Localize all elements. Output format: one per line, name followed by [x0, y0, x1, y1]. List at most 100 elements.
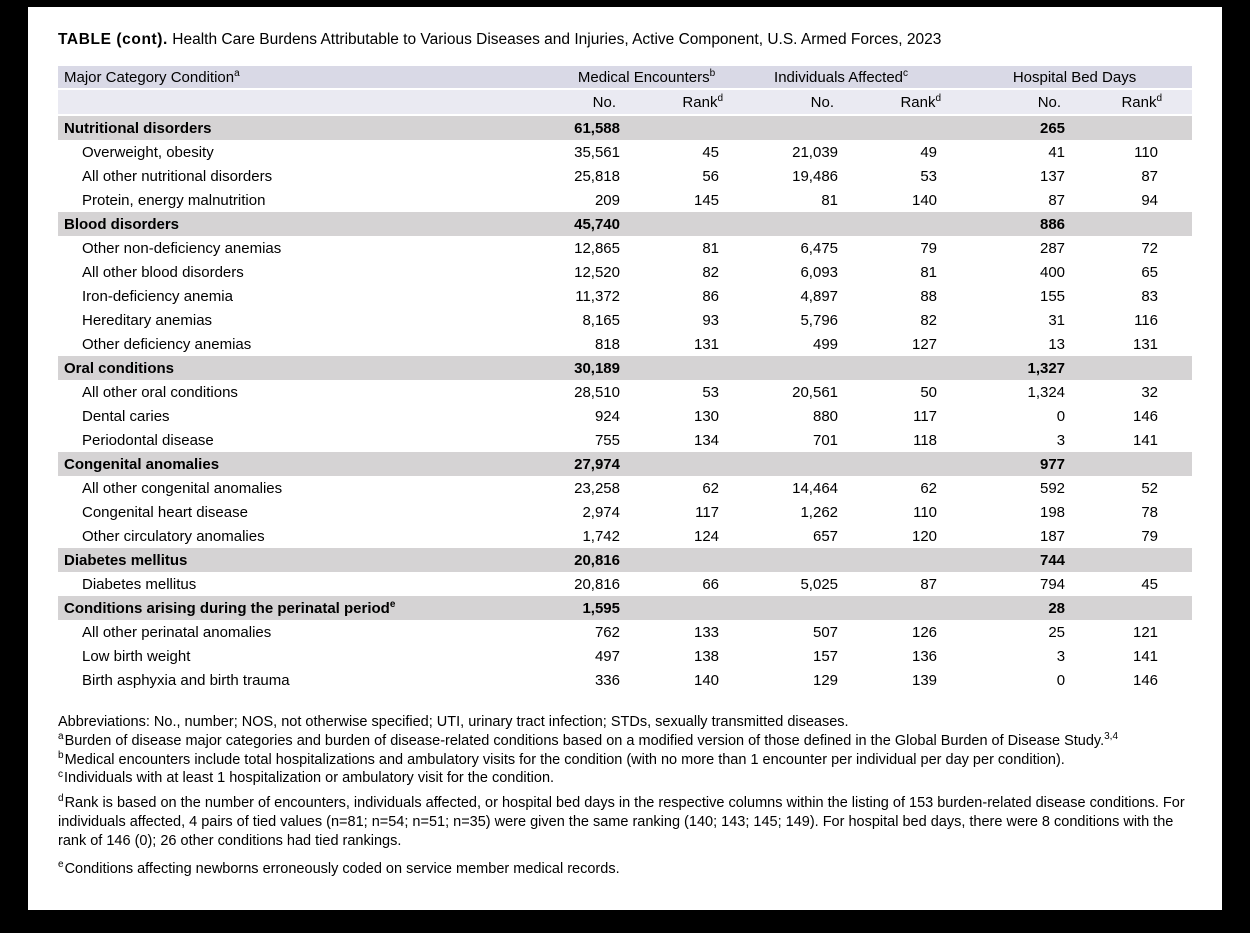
ia-rank-cell: 139	[912, 671, 938, 689]
me-rank-cell: 131	[693, 335, 720, 353]
hbd-no-cell: 198	[1040, 503, 1066, 521]
medical-encounters-label: Medical Encounters	[577, 68, 710, 86]
me-no-cell: 45,740	[554, 212, 626, 236]
ia-no-header: No.	[725, 90, 845, 116]
me-no-cell: 1,595	[554, 596, 626, 620]
table-title: TABLE (cont). Health Care Burdens Attrib…	[58, 31, 1192, 49]
condition-column-header: Major Category Conditiona	[58, 66, 554, 90]
hbd-rank-cell: 116	[1134, 311, 1159, 329]
individuals-affected-label: Individuals Affected	[774, 68, 904, 86]
me-rank-header: Rankd	[626, 90, 726, 116]
me-rank-cell: 138	[693, 647, 720, 665]
ia-rank-cell: 88	[920, 287, 938, 305]
condition-cell: Periodontal disease	[82, 431, 214, 449]
hbd-rank-cell: 78	[1141, 503, 1159, 521]
category-row: Conditions arising during the perinatal …	[58, 596, 1193, 620]
me-rank-cell: 56	[702, 167, 720, 185]
hbd-no-cell: 265	[943, 116, 1072, 140]
table-title-prefix: TABLE (cont).	[58, 31, 168, 48]
hbd-rank-cell	[1071, 452, 1193, 476]
me-rank-cell: 130	[693, 407, 720, 425]
hbd-rank-cell: 72	[1141, 239, 1159, 257]
ia-rank-cell	[844, 596, 944, 620]
me-no-cell: 25,818	[574, 167, 620, 185]
me-no-cell: 11,372	[575, 287, 620, 305]
me-no-cell: 27,974	[554, 452, 626, 476]
condition-row: Other circulatory anomalies 1,742 124 657 12…	[58, 524, 1192, 548]
ia-rank-cell: 62	[920, 479, 938, 497]
footnote-a-citation-sup: 3,4	[1104, 730, 1119, 742]
me-rank-cell: 145	[693, 191, 720, 209]
hbd-rank-cell: 110	[1134, 143, 1159, 161]
me-rank-cell: 45	[702, 143, 720, 161]
hbd-no-header: No.	[943, 90, 1072, 116]
hbd-no-cell: 886	[943, 212, 1072, 236]
condition-row: All other blood disorders 12,520 82 6,093 81…	[58, 260, 1192, 284]
condition-sup: e	[389, 598, 396, 610]
me-rank-cell: 117	[695, 503, 720, 521]
hbd-no-cell: 400	[1040, 263, 1066, 281]
hbd-rank-cell: 141	[1133, 431, 1159, 449]
ia-rank-cell	[844, 116, 944, 140]
me-rank-cell: 93	[702, 311, 720, 329]
table-body: Nutritional disorders 61,588 265 Overweight…	[58, 116, 1193, 692]
hbd-rank-cell	[1071, 596, 1193, 620]
me-no-cell: 61,588	[554, 116, 626, 140]
ia-no-cell: 14,464	[792, 479, 839, 497]
me-rank-cell	[626, 116, 726, 140]
me-no-cell: 762	[594, 623, 620, 641]
me-no-cell: 2,974	[582, 503, 620, 521]
ia-no-cell: 5,025	[800, 575, 839, 593]
hbd-no-cell: 187	[1040, 527, 1066, 545]
condition-cell: All other perinatal anomalies	[82, 623, 272, 641]
hbd-rank-cell	[1071, 356, 1193, 380]
subheader-row: No. Rankd No. Rankd No. Rankd	[58, 90, 1193, 116]
footnote-a: aBurden of disease major categories and …	[58, 730, 1196, 751]
hbd-no-cell: 794	[1040, 575, 1066, 593]
ia-no-cell: 21,039	[792, 143, 839, 161]
ia-rank-cell: 53	[920, 167, 938, 185]
hbd-rank-sup: d	[1156, 92, 1163, 104]
condition-cell: Blood disorders	[58, 212, 554, 236]
hbd-no-cell: 744	[943, 548, 1072, 572]
me-rank-cell: 53	[702, 383, 720, 401]
hbd-no-cell: 41	[1048, 143, 1066, 161]
condition-cell: Conditions arising during the perinatal …	[58, 596, 554, 620]
hbd-no-cell: 28	[943, 596, 1072, 620]
me-no-cell: 23,258	[574, 479, 620, 497]
hbd-rank-cell: 141	[1133, 647, 1159, 665]
ia-no-cell: 157	[812, 647, 839, 665]
ia-no-cell: 701	[812, 431, 839, 449]
condition-row: Diabetes mellitus 20,816 66 5,025 87 794 45	[58, 572, 1192, 596]
me-no-cell: 209	[594, 191, 620, 209]
condition-row: Periodontal disease 755 134 701 118 3 141	[58, 428, 1192, 452]
document-page: TABLE (cont). Health Care Burdens Attrib…	[28, 7, 1222, 910]
condition-row: Low birth weight 497 138 157 136 3 141	[58, 644, 1192, 668]
hbd-no-cell: 31	[1048, 311, 1066, 329]
hbd-rank-cell: 79	[1141, 527, 1159, 545]
me-no-cell: 20,816	[574, 575, 620, 593]
condition-cell: All other blood disorders	[82, 263, 244, 281]
me-rank-cell: 133	[693, 623, 720, 641]
condition-cell: Other deficiency anemias	[82, 335, 252, 353]
footnote-a-text: Burden of disease major categories and b…	[64, 732, 1105, 749]
me-rank-cell: 66	[702, 575, 720, 593]
hbd-rank-cell: 32	[1141, 383, 1159, 401]
me-rank-cell: 81	[702, 239, 720, 257]
condition-cell: Iron-deficiency anemia	[82, 287, 233, 305]
individuals-affected-sup: c	[903, 67, 909, 79]
ia-rank-cell: 117	[913, 407, 938, 425]
table-header: Major Category Conditiona Medical Encoun…	[58, 66, 1193, 116]
condition-row: Protein, energy malnutrition 209 145 81 140 8…	[58, 188, 1192, 212]
condition-row: Other non-deficiency anemias 12,865 81 6,47…	[58, 236, 1192, 260]
me-no-cell: 1,742	[582, 527, 620, 545]
ia-rank-cell	[844, 548, 944, 572]
hbd-rank-cell: 65	[1141, 263, 1159, 281]
ia-rank-cell	[844, 452, 944, 476]
condition-cell: Birth asphyxia and birth trauma	[82, 671, 290, 689]
footnote-a-marker: a	[58, 730, 64, 742]
hbd-no-cell: 1,324	[1027, 383, 1066, 401]
condition-row: Iron-deficiency anemia 11,372 86 4,897 88 155…	[58, 284, 1192, 308]
abbreviations-note: Abbreviations: No., number; NOS, not oth…	[58, 714, 849, 730]
footnote-b-text: Medical encounters include total hospita…	[64, 751, 1065, 768]
